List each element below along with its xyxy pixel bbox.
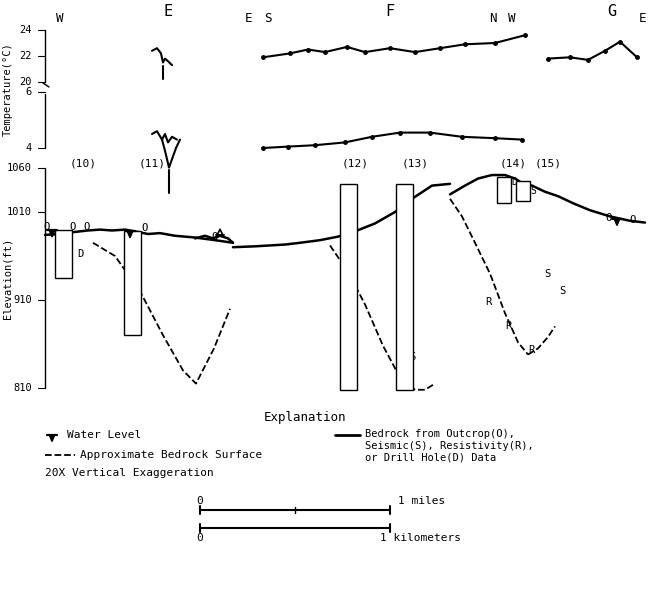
Text: O: O xyxy=(605,213,611,223)
Bar xyxy=(340,184,357,389)
Text: (14): (14) xyxy=(499,158,526,168)
Text: Bedrock from Outcrop(O),: Bedrock from Outcrop(O), xyxy=(365,429,515,439)
Text: O: O xyxy=(70,222,76,232)
Text: 0: 0 xyxy=(196,533,203,543)
Polygon shape xyxy=(49,435,55,441)
Text: Water Level: Water Level xyxy=(67,430,141,440)
Text: Explanation: Explanation xyxy=(264,411,346,424)
Text: Approximate Bedrock Surface: Approximate Bedrock Surface xyxy=(80,450,262,460)
Text: W: W xyxy=(57,11,64,24)
Text: S: S xyxy=(530,186,536,196)
Text: Temperature(°C): Temperature(°C) xyxy=(3,42,13,136)
Text: 1 miles: 1 miles xyxy=(398,496,445,506)
Polygon shape xyxy=(614,219,619,226)
Text: 0: 0 xyxy=(196,496,203,506)
Text: O: O xyxy=(629,215,635,225)
Text: F: F xyxy=(385,5,395,20)
Text: 910: 910 xyxy=(13,295,32,305)
Text: 4: 4 xyxy=(26,143,32,153)
Text: E: E xyxy=(639,11,647,24)
Text: O: O xyxy=(142,223,148,233)
Text: Elevation(ft): Elevation(ft) xyxy=(3,238,13,319)
Text: 20X Vertical Exaggeration: 20X Vertical Exaggeration xyxy=(45,468,214,478)
Text: (15): (15) xyxy=(534,158,562,168)
Text: S: S xyxy=(409,352,415,362)
Text: E: E xyxy=(244,11,252,24)
Text: O: O xyxy=(84,222,90,232)
Text: 1 kilometers: 1 kilometers xyxy=(380,533,461,543)
Text: D: D xyxy=(511,177,517,187)
Bar xyxy=(497,177,511,203)
Bar xyxy=(516,181,530,202)
Text: R: R xyxy=(505,322,511,332)
Text: (13): (13) xyxy=(402,158,428,168)
Text: D: D xyxy=(77,249,83,259)
Text: or Drill Hole(D) Data: or Drill Hole(D) Data xyxy=(365,453,496,463)
Text: O: O xyxy=(43,222,49,232)
Text: 1010: 1010 xyxy=(7,207,32,217)
Text: 22: 22 xyxy=(20,51,32,61)
Bar xyxy=(124,231,141,335)
Text: (11): (11) xyxy=(138,158,166,168)
Text: (10): (10) xyxy=(70,158,96,168)
Text: S: S xyxy=(559,286,565,296)
Bar xyxy=(396,184,413,389)
Text: E: E xyxy=(163,5,172,20)
Text: (12): (12) xyxy=(341,158,369,168)
Text: 24: 24 xyxy=(20,25,32,35)
Text: 810: 810 xyxy=(13,383,32,393)
Text: R: R xyxy=(485,297,491,307)
Text: 1060: 1060 xyxy=(7,163,32,173)
Polygon shape xyxy=(127,231,133,238)
Text: S: S xyxy=(544,268,550,278)
Polygon shape xyxy=(49,230,55,237)
Text: 20: 20 xyxy=(20,77,32,87)
Text: N: N xyxy=(489,11,497,24)
Text: Seismic(S), Resistivity(R),: Seismic(S), Resistivity(R), xyxy=(365,441,534,451)
Text: 6: 6 xyxy=(26,87,32,97)
Text: R: R xyxy=(528,345,534,355)
Bar xyxy=(55,229,72,278)
Text: G: G xyxy=(608,5,617,20)
Text: O: O xyxy=(212,232,218,242)
Text: S: S xyxy=(265,11,272,24)
Text: W: W xyxy=(508,11,515,24)
